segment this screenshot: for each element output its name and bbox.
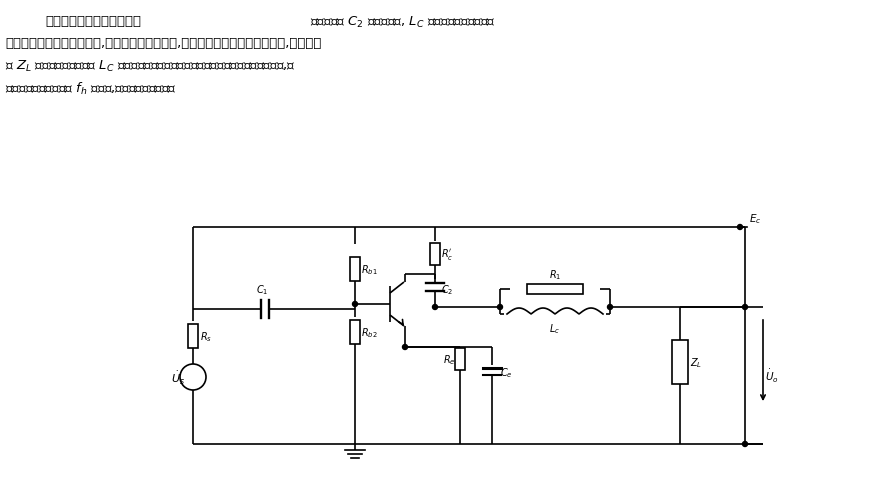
- Text: 串联电感高频补偿电路如图: 串联电感高频补偿电路如图: [45, 15, 141, 28]
- Bar: [350, 320, 360, 345]
- Text: 所示。图中 $C_2$ 为耦合电容, $L_C$ 为补偿电感。由于补偿: 所示。图中 $C_2$ 为耦合电容, $L_C$ 为补偿电感。由于补偿: [310, 15, 495, 30]
- Text: $R_{b1}$: $R_{b1}$: [361, 263, 378, 276]
- Bar: [350, 258, 360, 282]
- Text: $\dot{U}_o$: $\dot{U}_o$: [765, 367, 779, 384]
- Bar: [188, 325, 198, 348]
- Text: $R_c'$: $R_c'$: [441, 247, 454, 262]
- Text: $C_e$: $C_e$: [500, 366, 512, 379]
- Text: $\dot{U}_s$: $\dot{U}_s$: [171, 369, 185, 386]
- Circle shape: [180, 364, 206, 390]
- Circle shape: [353, 302, 357, 307]
- Text: 电感和负载电容是串联关系,可构成串联谐振回路,在某一频率上会引起串联谐振,使负载阻: 电感和负载电容是串联关系,可构成串联谐振回路,在某一频率上会引起串联谐振,使负载…: [5, 37, 322, 50]
- Circle shape: [432, 305, 437, 310]
- Circle shape: [742, 442, 748, 447]
- Circle shape: [497, 305, 503, 310]
- Text: 可以达到提高上限频率 $f_h$ 的目的,展宽电路的通频带。: 可以达到提高上限频率 $f_h$ 的目的,展宽电路的通频带。: [5, 81, 176, 97]
- Text: $R_1$: $R_1$: [549, 267, 561, 282]
- Text: 抗 $Z_L$ 两端电压升高。如果 $L_C$ 选择得使谐振频率正好在高频端增益开始下降的频率附近,就: 抗 $Z_L$ 两端电压升高。如果 $L_C$ 选择得使谐振频率正好在高频端增益…: [5, 59, 296, 74]
- Text: $L_c$: $L_c$: [550, 321, 560, 335]
- Text: $E_c$: $E_c$: [749, 212, 762, 225]
- Bar: [672, 340, 688, 384]
- Bar: [527, 285, 583, 294]
- Circle shape: [742, 305, 748, 310]
- Text: $R_s$: $R_s$: [200, 329, 212, 343]
- Text: $R_{b2}$: $R_{b2}$: [361, 325, 378, 339]
- Text: $C_1$: $C_1$: [256, 283, 268, 296]
- Circle shape: [738, 225, 742, 230]
- Text: $Z_L$: $Z_L$: [690, 355, 702, 369]
- Bar: [455, 348, 465, 370]
- Text: $R_e$: $R_e$: [443, 352, 455, 366]
- Bar: [430, 244, 440, 265]
- Circle shape: [608, 305, 612, 310]
- Circle shape: [403, 345, 407, 350]
- Text: $C_2$: $C_2$: [441, 283, 454, 296]
